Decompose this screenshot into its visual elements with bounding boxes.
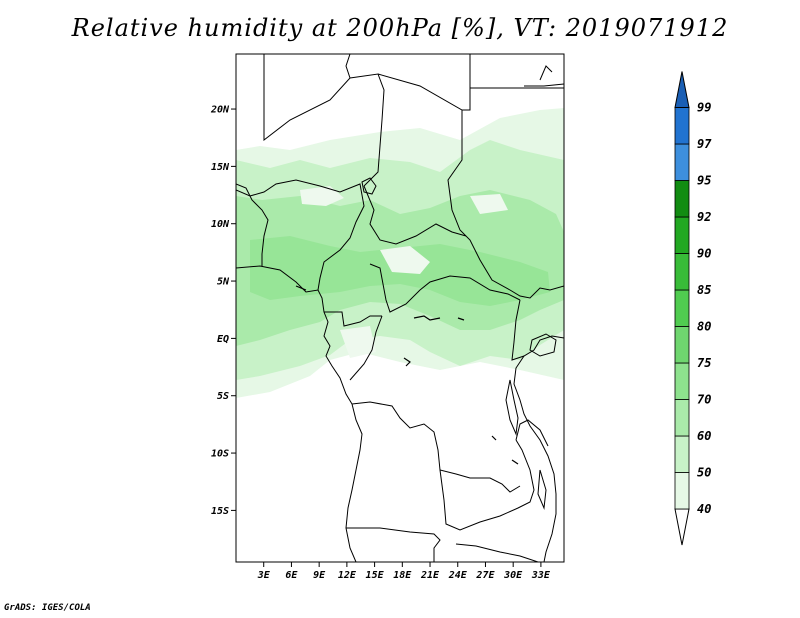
- humidity-patch-light-1: [380, 246, 430, 274]
- lake-mark-4: [403, 357, 411, 367]
- lake-tanganyika: [505, 379, 519, 436]
- humidity-patch-light-3: [470, 194, 508, 214]
- lake-markings: [295, 285, 519, 465]
- coast-redsea: [539, 65, 553, 81]
- lat-tick-label: 15S: [211, 506, 229, 517]
- latitude-axis: 20N 15N 10N 5N EQ 5S 10S 15S: [210, 105, 236, 517]
- colorbar-label: 50: [697, 466, 711, 480]
- lon-tick-label: 12E: [338, 570, 357, 581]
- lake-mark-3: [295, 285, 307, 291]
- colorbar-segment: [674, 289, 690, 327]
- lon-tick-label: 15E: [366, 570, 385, 581]
- colorbar-segment: [674, 216, 690, 254]
- lat-tick-label: 5S: [217, 391, 229, 402]
- lake-victoria: [529, 333, 557, 357]
- colorbar-label: 70: [697, 393, 711, 407]
- colorbar-segment: [674, 253, 690, 291]
- lon-tick-label: 27E: [475, 570, 495, 581]
- lon-tick-label: 21E: [420, 570, 440, 581]
- lat-tick-label: 10S: [211, 449, 229, 460]
- lake-mark-2: [457, 317, 465, 321]
- colorbar-segment: [674, 472, 690, 510]
- border-drc-angola: [351, 401, 521, 493]
- border-south-east: [455, 543, 539, 562]
- coastline-east: [513, 355, 557, 562]
- credit-text: GrADS: IGES/COLA: [4, 603, 91, 613]
- humidity-patch-light-4: [340, 326, 376, 358]
- lat-tick-label: 5N: [217, 277, 230, 288]
- border-lakes-region: [511, 299, 564, 361]
- border-west-small: [236, 183, 269, 266]
- colorbar-label: 99: [697, 101, 711, 115]
- lake-malawi: [537, 469, 547, 510]
- border-cameroon-gabon: [324, 311, 382, 327]
- border-congo-drc: [349, 315, 383, 381]
- humidity-patch-light-2: [300, 186, 344, 206]
- border-chad-sudan: [447, 110, 564, 299]
- colorbar-under-arrow: [674, 508, 690, 546]
- lat-tick-label: 20N: [210, 105, 230, 116]
- colorbar-label: 75: [697, 356, 711, 370]
- lake-mark-1: [413, 315, 441, 321]
- lon-tick-label: 3E: [257, 570, 271, 581]
- coastline-southwest: [345, 403, 363, 562]
- colorbar-segment: [674, 143, 690, 181]
- colorbar-over-arrow: [674, 71, 690, 108]
- border-north-desert: [263, 54, 351, 142]
- lon-tick-label: 18E: [393, 570, 412, 581]
- map-title: Relative humidity at 200hPa [%], VT: 201…: [71, 14, 729, 42]
- colorbar-label: 92: [697, 210, 711, 224]
- coast-north-east: [524, 83, 564, 87]
- lat-tick-label: 10N: [211, 219, 230, 230]
- longitude-axis: 3E 6E 9E 12E 15E 18E 21E 24E 27E 30E 33E: [257, 562, 551, 581]
- map-frame: [235, 53, 565, 563]
- colorbar-segment: [674, 399, 690, 437]
- colorbar-label: 40: [697, 502, 711, 516]
- colorbar-segment: [674, 362, 690, 400]
- border-angola-south: [346, 527, 441, 562]
- lake-mark-6: [511, 459, 519, 465]
- colorbar-label: 97: [697, 137, 712, 151]
- colorbar-label: 80: [697, 320, 711, 334]
- lon-tick-label: 30E: [503, 570, 523, 581]
- lat-tick-label: 15N: [211, 162, 230, 173]
- lake-chad: [361, 177, 377, 195]
- lat-tick-label: EQ: [217, 334, 229, 345]
- border-east-africa: [515, 419, 549, 447]
- colorbar-label: 60: [697, 429, 711, 443]
- humidity-field: [236, 108, 564, 398]
- colorbar: 40 50 60 70 75 80 85 90 92 95 97 99: [674, 71, 712, 546]
- country-borders: [236, 54, 564, 562]
- lon-tick-label: 9E: [313, 570, 326, 581]
- colorbar-segment: [674, 107, 690, 145]
- colorbar-segment: [674, 326, 690, 364]
- border-car-south: [369, 263, 521, 313]
- coastline-west: [236, 265, 353, 405]
- lon-tick-label: 6E: [285, 570, 298, 581]
- colorbar-segment: [674, 180, 690, 218]
- lon-tick-label: 33E: [531, 570, 551, 581]
- colorbar-label: 95: [697, 174, 711, 188]
- border-chad-south: [363, 185, 467, 245]
- colorbar-segment: [674, 435, 690, 473]
- border-zambia: [439, 439, 535, 531]
- colorbar-label: 90: [697, 247, 711, 261]
- colorbar-label: 85: [697, 283, 711, 297]
- lake-mark-5: [491, 435, 497, 441]
- border-libya-egypt: [377, 54, 471, 111]
- border-nigeria-cameroon: [236, 179, 365, 291]
- lon-tick-label: 24E: [448, 570, 468, 581]
